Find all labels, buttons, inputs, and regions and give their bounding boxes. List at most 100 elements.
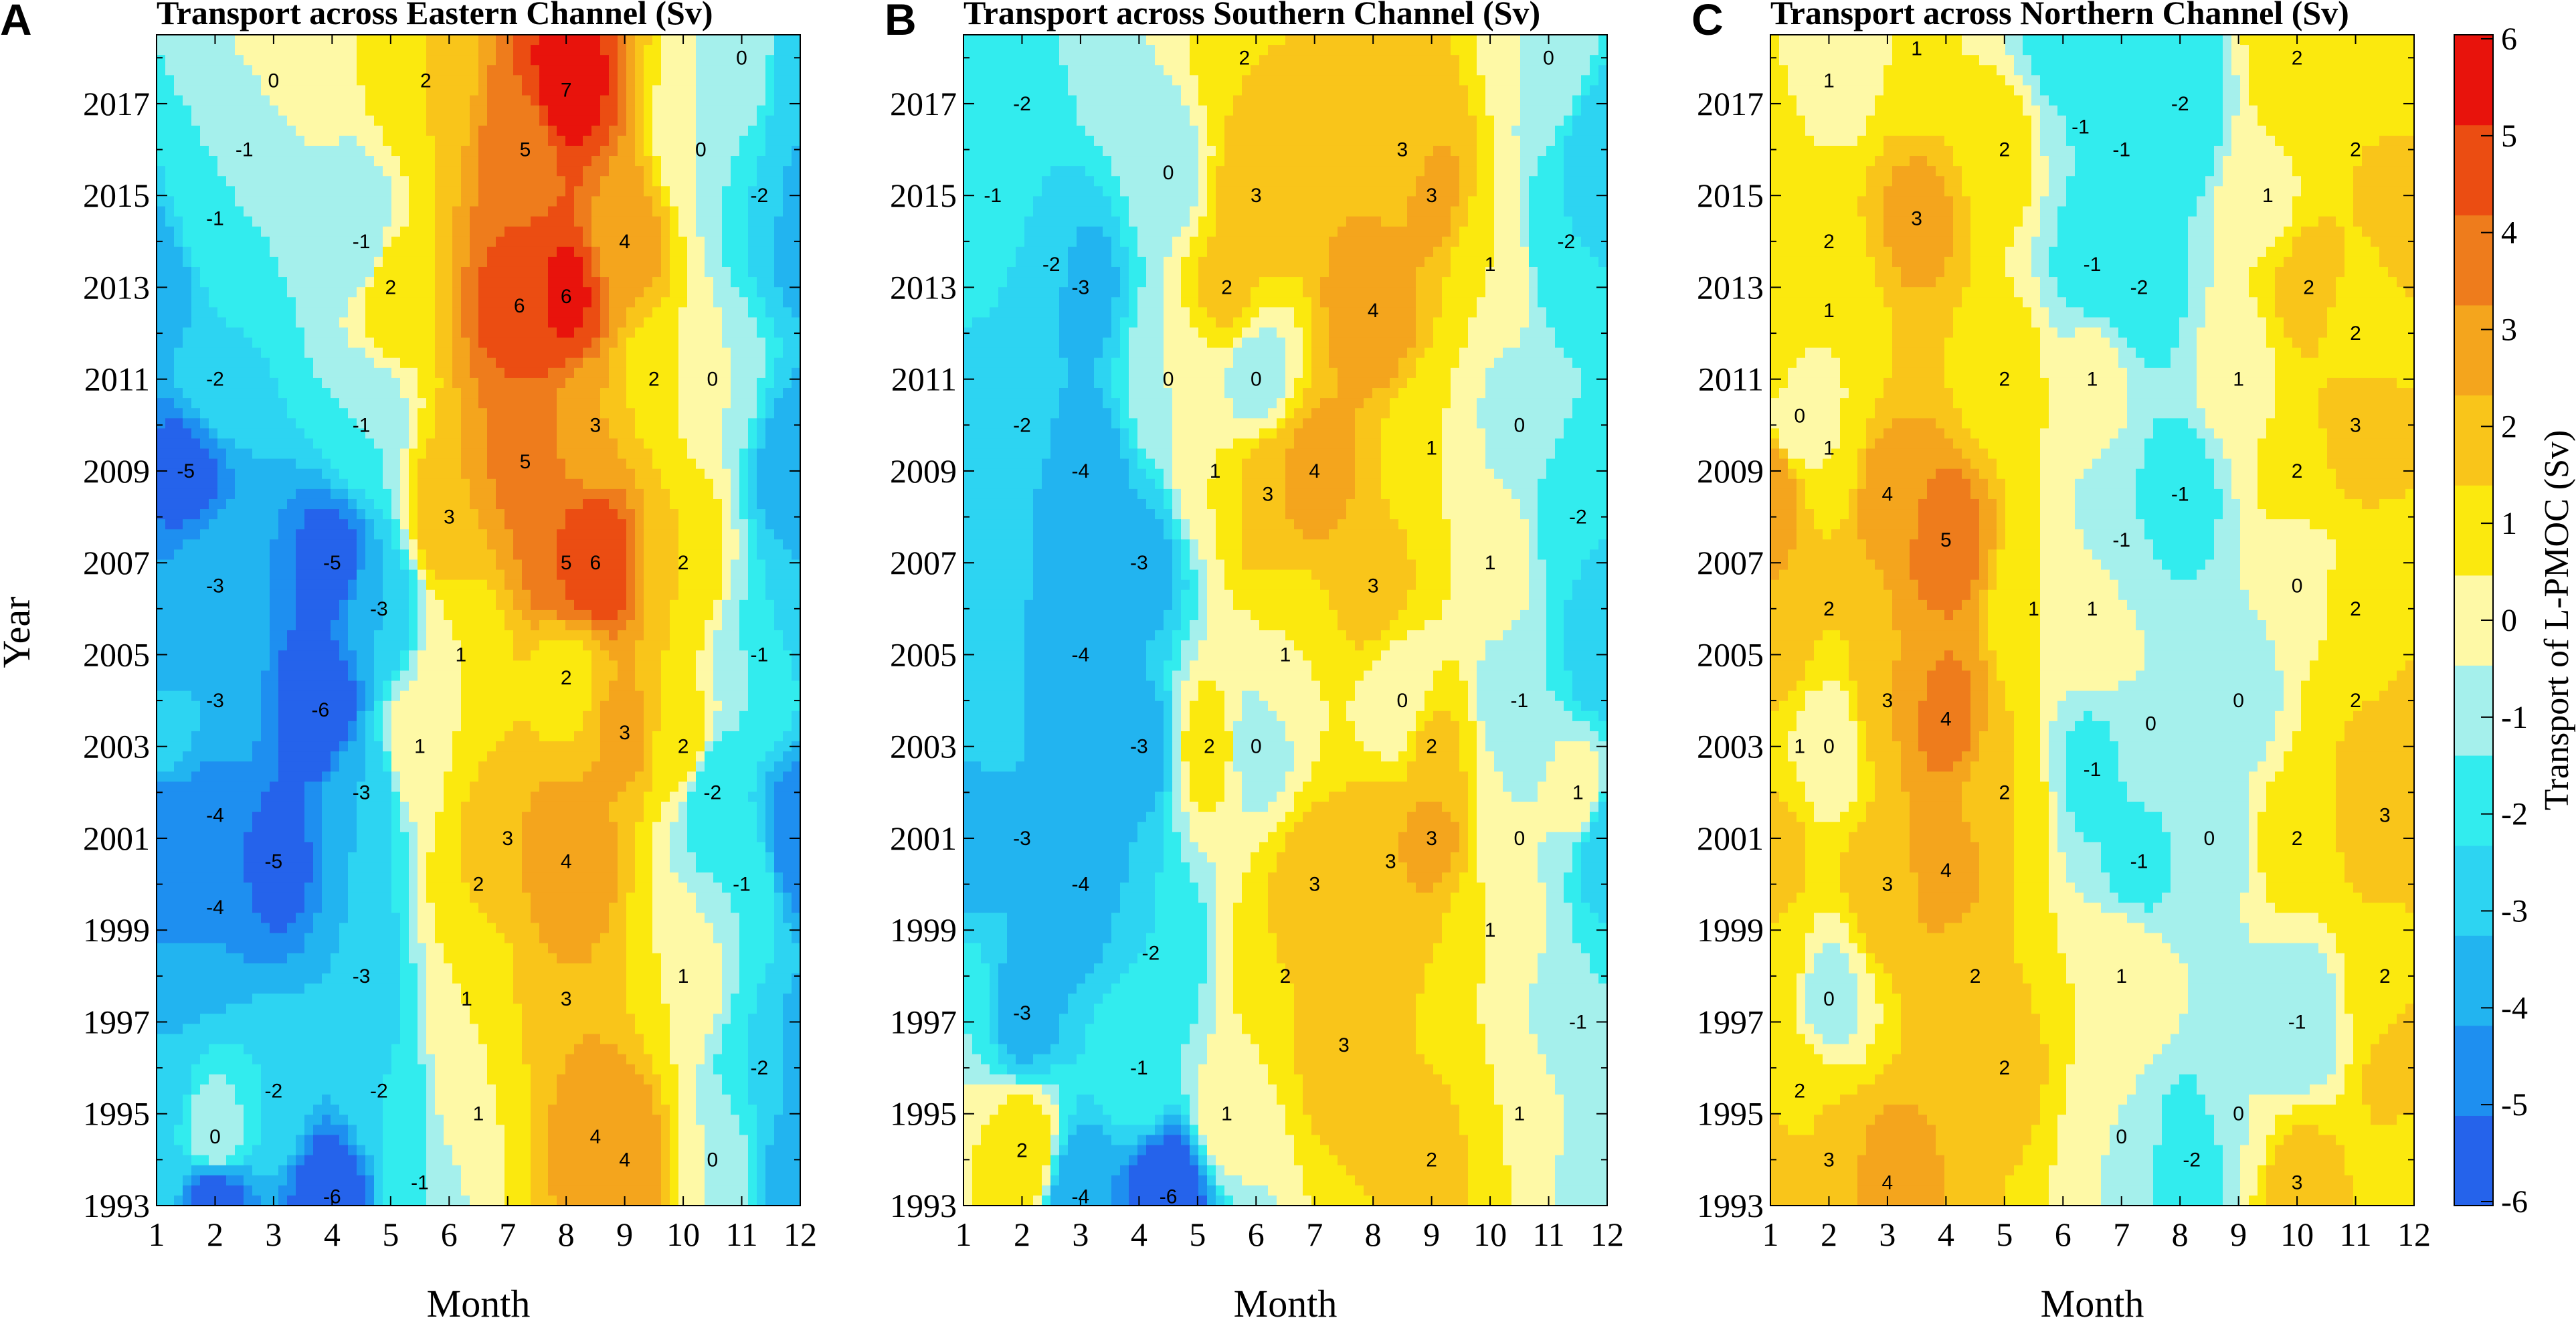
contour-cell [444,1044,453,1055]
contour-cell [235,822,244,833]
contour-cell [165,135,175,147]
contour-cell [513,630,523,641]
contour-cell [478,226,488,238]
contour-cell [409,1115,418,1126]
contour-cell [235,1155,244,1166]
contour-cell [183,125,192,136]
contour-cell [209,822,218,833]
contour-cell [522,206,531,217]
contour-cell [487,428,496,440]
contour-cell [504,35,514,45]
contour-cell [252,1074,262,1085]
contour-cell [244,95,253,106]
contour-cell [252,488,262,500]
contour-cell [200,903,209,914]
contour-cell [383,1014,392,1025]
contour-cell [165,529,175,541]
contour-cell [226,761,236,773]
contour-cell [157,509,166,520]
contour-cell [409,559,418,571]
contour-cell [235,347,244,359]
contour-cell [252,277,262,288]
contour-cell [331,761,340,773]
contour-cell [261,882,270,894]
contour-cell [478,45,488,56]
contour-cell [470,892,479,904]
contour-cell [235,85,244,96]
contour-cell [409,388,418,399]
contour-cell [209,781,218,793]
contour-cell [235,1014,244,1025]
contour-cell [504,832,514,843]
contour-cell [496,599,505,611]
contour-cell [348,832,357,843]
contour-cell [252,741,262,752]
contour-cell [461,842,470,853]
contour-cell [339,1155,349,1166]
contour-cell [470,277,479,288]
contour-cell [183,953,192,964]
contour-cell [304,791,314,803]
contour-cell [165,801,175,813]
contour-cell [304,832,314,843]
contour-cell [278,1084,288,1095]
contour-cell [296,35,305,45]
contour-cell [400,761,409,773]
contour-cell [391,1175,401,1186]
contour-cell [226,45,236,56]
contour-cell [226,478,236,490]
contour-cell [365,277,375,288]
contour-cell [470,357,479,369]
contour-cell [470,953,479,964]
contour-cell [270,1014,279,1025]
contour-cell [461,569,470,581]
contour-cell [226,650,236,662]
contour-cell [461,1064,470,1075]
contour-cell [304,45,314,56]
contour-cell [348,842,357,853]
contour-cell [357,1115,366,1126]
contour-cell [409,1185,418,1196]
contour-cell [209,1185,218,1196]
contour-cell [444,1125,453,1136]
contour-cell [383,45,392,56]
contour-cell [209,95,218,106]
contour-cell [504,994,514,1005]
contour-cell [444,1155,453,1166]
contour-cell [278,1155,288,1166]
contour-cell [322,337,331,349]
contour-cell [191,1044,201,1055]
contour-cell [244,1185,253,1196]
contour-cell [226,1004,236,1015]
contour-cell [418,569,427,581]
contour-cell [418,599,427,611]
contour-cell [400,1074,409,1085]
contour-cell [183,176,192,187]
contour-cell [409,398,418,409]
contour-cell [217,367,227,379]
contour-cell [261,801,270,813]
contour-cell [165,367,175,379]
contour-cell [252,135,262,147]
contour-cell [513,761,523,773]
contour-cell [209,1084,218,1095]
contour-cell [304,822,314,833]
contour-cell [504,1165,514,1176]
contour-cell [444,1165,453,1176]
contour-cell [452,509,462,520]
contour-cell [322,1084,331,1095]
contour-cell [270,690,279,702]
contour-cell [209,589,218,601]
contour-cell [470,781,479,793]
contour-cell [513,377,523,389]
contour-cell [331,266,340,278]
contour-cell [322,1024,331,1035]
contour-cell [348,1105,357,1116]
contour-cell [322,256,331,268]
contour-cell [522,903,531,914]
contour-cell [400,751,409,763]
contour-cell [278,1034,288,1045]
contour-cell [183,357,192,369]
contour-cell [487,277,496,288]
contour-cell [513,609,523,621]
